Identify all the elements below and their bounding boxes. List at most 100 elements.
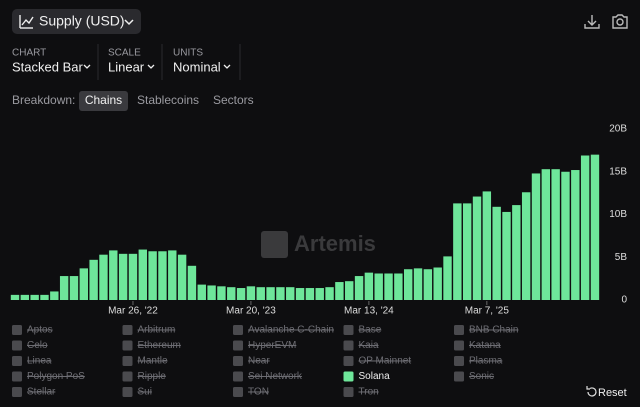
setting-value[interactable]: Nominal <box>173 59 221 74</box>
legend-checkbox[interactable] <box>343 387 354 397</box>
legend-checkbox[interactable] <box>233 340 243 351</box>
legend-checkbox[interactable] <box>12 387 22 397</box>
bar <box>384 273 393 300</box>
download-icon[interactable] <box>584 15 600 29</box>
legend-checkbox[interactable] <box>343 325 354 335</box>
y-tick-label: 5B <box>615 252 628 263</box>
legend-entry[interactable]: Plasma <box>469 356 503 367</box>
legend-checkbox[interactable] <box>12 371 22 382</box>
bar <box>256 287 265 300</box>
breakdown-label: Breakdown: <box>12 93 75 107</box>
legend-entry[interactable]: Polygon PoS <box>27 371 85 382</box>
legend-checkbox[interactable] <box>233 387 243 397</box>
legend-entry[interactable]: HyperEVM <box>248 340 296 351</box>
legend-entry[interactable]: Stellar <box>27 387 56 398</box>
metric-dropdown[interactable] <box>12 9 141 34</box>
x-tick-label: Mar 20, '23 <box>226 306 276 317</box>
bar <box>89 259 98 300</box>
legend-entry[interactable]: Avalanche C-Chain <box>248 325 334 336</box>
legend-entry[interactable]: Katana <box>469 340 501 351</box>
reset-icon[interactable] <box>586 386 597 397</box>
bar <box>512 205 521 300</box>
bar <box>138 249 147 300</box>
bar <box>433 267 442 300</box>
legend-checkbox[interactable] <box>122 387 133 397</box>
breakdown-tab[interactable]: Sectors <box>213 93 254 107</box>
legend-entry[interactable]: Ethereum <box>138 340 181 351</box>
bar <box>531 173 541 300</box>
legend-checkbox[interactable] <box>454 356 464 366</box>
legend-entry[interactable]: BNB Chain <box>469 325 518 336</box>
legend-entry[interactable]: Solana <box>359 371 391 382</box>
bar <box>50 291 59 300</box>
bar <box>276 287 285 300</box>
bar <box>246 286 256 300</box>
watermark-logo <box>261 231 288 258</box>
legend-entry[interactable]: Linea <box>27 356 52 367</box>
legend-entry[interactable]: Arbitrum <box>138 325 176 336</box>
legend-checkbox[interactable] <box>12 356 22 366</box>
legend-checkbox[interactable] <box>12 340 22 351</box>
legend-entry[interactable]: Mantle <box>138 356 168 367</box>
legend-checkbox[interactable] <box>233 356 243 366</box>
bar <box>394 273 403 300</box>
legend-entry[interactable]: OP Mainnet <box>359 356 412 367</box>
legend-entry[interactable]: Sei Network <box>248 371 303 382</box>
reset-button[interactable]: Reset <box>598 387 627 399</box>
watermark: Artemis <box>294 231 376 256</box>
legend-checkbox[interactable] <box>122 371 133 382</box>
bar <box>364 272 374 300</box>
legend-entry[interactable]: Tron <box>359 387 379 398</box>
legend-entry[interactable]: Sonic <box>469 371 494 382</box>
chevron <box>124 19 134 26</box>
bar <box>502 211 511 300</box>
x-tick-label: Mar 7, '25 <box>465 306 510 317</box>
legend-checkbox[interactable] <box>343 371 354 382</box>
bar <box>158 251 167 300</box>
chevron <box>147 64 155 69</box>
breakdown-tab[interactable]: Chains <box>85 93 122 107</box>
legend-checkbox[interactable] <box>122 325 133 335</box>
setting-value[interactable]: Linear <box>108 59 145 74</box>
bar <box>561 171 570 300</box>
metric-title: Supply (USD) <box>39 13 125 29</box>
bar <box>541 169 551 300</box>
bar <box>413 268 423 300</box>
legend-entry[interactable]: Near <box>248 356 270 367</box>
setting-label: CHART <box>12 48 46 59</box>
bar <box>10 294 20 300</box>
breakdown-tab-active[interactable] <box>79 91 128 111</box>
legend-checkbox[interactable] <box>454 340 464 351</box>
legend-entry[interactable]: Celo <box>27 340 48 351</box>
bar <box>168 250 177 300</box>
legend-checkbox[interactable] <box>12 325 22 335</box>
legend-checkbox[interactable] <box>122 356 133 366</box>
bar <box>236 288 246 300</box>
bar <box>20 294 30 300</box>
legend-entry[interactable]: TON <box>248 387 269 398</box>
setting-label: UNITS <box>173 48 203 59</box>
screenshot-icon[interactable] <box>612 14 628 29</box>
legend-entry[interactable]: Sui <box>138 387 152 398</box>
legend-checkbox[interactable] <box>233 371 243 382</box>
legend-entry[interactable]: Aptos <box>27 325 53 336</box>
bar <box>207 285 216 300</box>
legend-checkbox[interactable] <box>122 340 133 351</box>
legend-entry[interactable]: Kaia <box>359 340 379 351</box>
bar <box>197 284 206 300</box>
legend-checkbox[interactable] <box>343 356 354 366</box>
setting-value[interactable]: Stacked Bar <box>12 59 83 74</box>
legend-checkbox[interactable] <box>454 325 464 335</box>
bar <box>472 196 482 300</box>
legend-checkbox[interactable] <box>233 325 243 335</box>
bar <box>217 286 226 300</box>
legend-checkbox[interactable] <box>454 371 464 382</box>
bar <box>69 276 79 300</box>
bar <box>443 256 452 300</box>
bar <box>315 288 324 300</box>
legend-entry[interactable]: Ripple <box>138 371 167 382</box>
breakdown-tab[interactable]: Stablecoins <box>137 93 199 107</box>
bar <box>99 254 108 300</box>
legend-entry[interactable]: Base <box>359 325 382 336</box>
legend-checkbox[interactable] <box>343 340 354 351</box>
